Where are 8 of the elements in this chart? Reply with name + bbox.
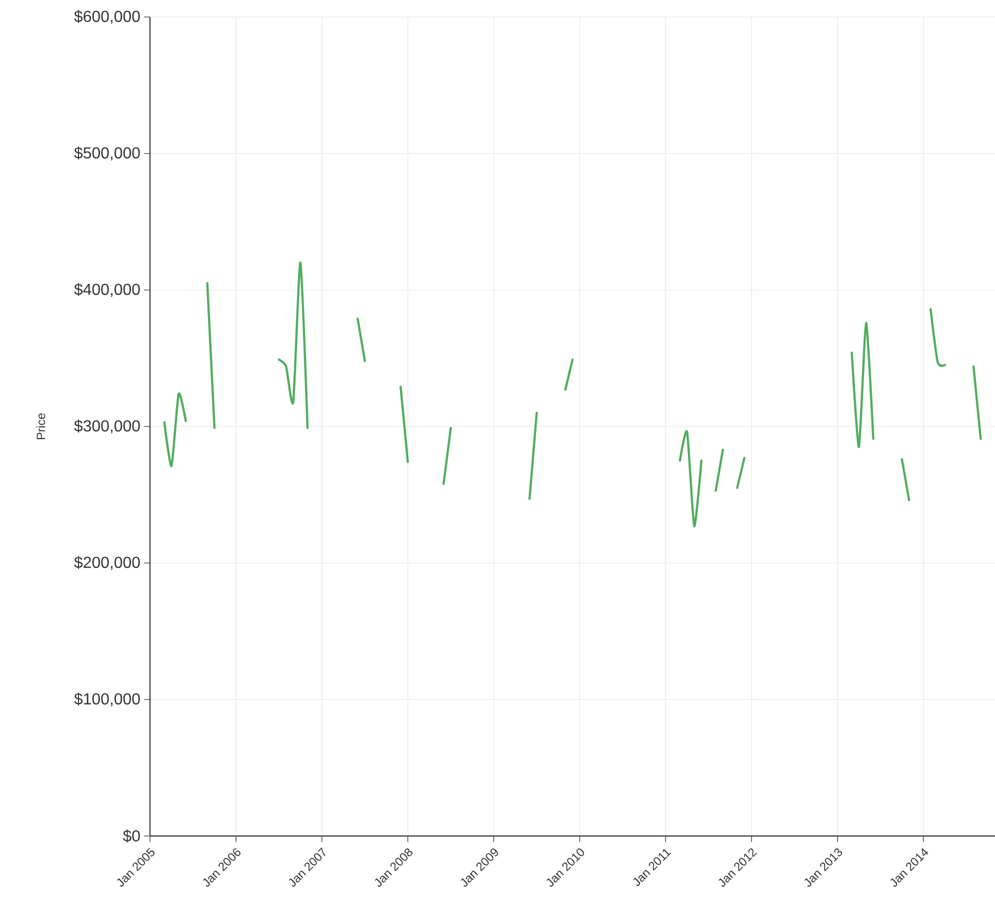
y-tick-label: $400,000 bbox=[74, 283, 140, 297]
y-tick-label: $100,000 bbox=[74, 692, 140, 706]
y-axis-title: Price bbox=[36, 413, 46, 440]
y-tick-label: $0 bbox=[122, 830, 140, 842]
y-tick-label: $200,000 bbox=[74, 556, 140, 570]
y-tick-label: $600,000 bbox=[74, 10, 140, 24]
y-tick-label: $300,000 bbox=[74, 420, 140, 434]
y-tick-label: $500,000 bbox=[74, 146, 140, 160]
